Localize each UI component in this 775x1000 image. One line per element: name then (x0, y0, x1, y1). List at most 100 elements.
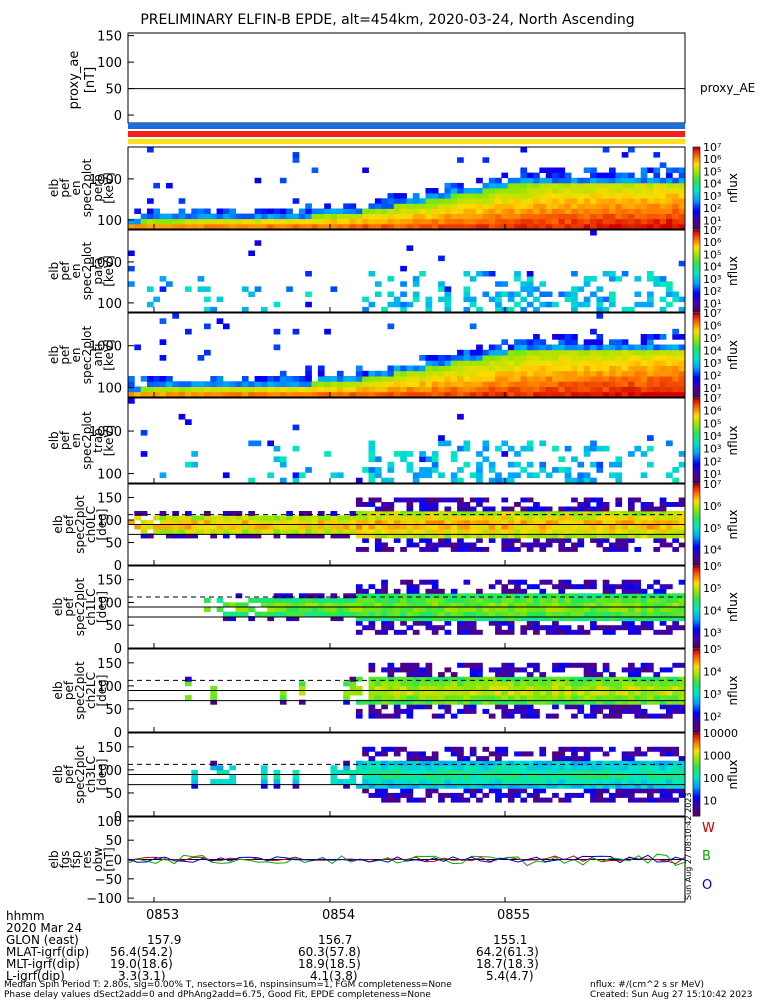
spectrogram-cell (431, 213, 439, 220)
spectrogram-cell (425, 547, 433, 552)
spectrogram-cell (520, 797, 528, 803)
spectrogram-cell (634, 193, 642, 199)
spectrogram-cell (438, 511, 445, 516)
spectrogram-cell (666, 625, 673, 631)
spectrogram-cell (444, 203, 452, 209)
spectrogram-cell (406, 760, 414, 766)
spectrogram-cell (476, 629, 483, 635)
spectrogram-cell (419, 515, 426, 521)
spectrogram-cell (362, 765, 369, 771)
spectrogram-cell (539, 597, 547, 603)
spectrogram-cell (653, 188, 661, 194)
spectrogram-cell (374, 629, 382, 635)
colorbar-frame (692, 146, 701, 230)
spectrogram-cell (488, 779, 496, 785)
spectrogram-cell (406, 792, 414, 798)
colorbar-label: nflux (726, 676, 740, 706)
spectrogram-cell (166, 524, 173, 530)
spectrogram-cell (507, 198, 515, 204)
footer-mlt-3: 18.7(18.3) (476, 957, 539, 971)
spectrogram-cell (653, 376, 661, 382)
spectrogram-cell (640, 301, 648, 308)
spectrogram-cell (431, 593, 439, 599)
spectrogram-cell (419, 529, 426, 534)
spectrogram-cell (476, 511, 483, 516)
spectrogram-cell (393, 193, 401, 199)
spectrogram-cell (514, 520, 521, 525)
spectrogram-cell (634, 588, 642, 594)
spectrogram-cell (678, 685, 686, 691)
colorbar-segment (693, 807, 700, 811)
spectrogram-cell (507, 344, 515, 351)
spectrogram-cell (400, 699, 407, 705)
spectrogram-cell (343, 223, 350, 230)
spectrogram-cell (438, 769, 445, 775)
spectrogram-cell (628, 376, 635, 382)
spectrogram-cell (343, 218, 350, 225)
colorbar-segment (693, 214, 700, 218)
spectrogram-cell (564, 218, 572, 225)
spectrogram-cell (431, 203, 439, 209)
spectrogram-cell (185, 386, 192, 393)
spectrogram-cell (590, 291, 597, 297)
spectrogram-cell (577, 607, 585, 612)
spectrogram-cell (425, 296, 433, 303)
spectrogram-cell (526, 625, 534, 631)
spectrogram-cell (444, 360, 452, 366)
spectrogram-cell (526, 391, 534, 398)
spectrogram-cell (647, 213, 654, 220)
colorbar-segment (693, 390, 700, 394)
spectrogram-cell (590, 223, 597, 230)
spectrogram-cell (412, 296, 420, 303)
spectrogram-cell (602, 349, 610, 356)
spectrogram-cell (438, 593, 445, 599)
spectrogram-cell (419, 502, 426, 507)
spectrogram-cell (324, 524, 331, 530)
spectrogram-cell (666, 708, 673, 714)
spectrogram-cell (419, 203, 426, 209)
spectrogram-cell (628, 533, 635, 539)
spectrogram-cell (634, 672, 642, 678)
spectrogram-cell (311, 167, 319, 173)
spectrogram-cell (634, 497, 642, 503)
spectrogram-cell (488, 538, 496, 543)
spectrogram-cell (514, 584, 521, 590)
spectrogram-cell (438, 597, 445, 603)
spectrogram-cell (621, 765, 629, 771)
spectrogram-cell (640, 529, 648, 534)
spectrogram-cell (476, 547, 483, 552)
spectrogram-cell (400, 667, 407, 673)
colorbar-segment (693, 762, 700, 765)
spectrogram-cell (482, 760, 490, 766)
spectrogram-cell (469, 296, 477, 303)
spectrogram-cell (362, 376, 369, 382)
spectrogram-cell (311, 529, 319, 534)
spectrogram-cell (444, 223, 452, 230)
spectrogram-cell (248, 477, 255, 484)
spectrogram-cell (507, 788, 515, 794)
spectrogram-cell (298, 690, 306, 696)
spectrogram-cell (666, 172, 673, 179)
spectrogram-cell (324, 597, 331, 603)
spectrogram-cell (672, 783, 679, 789)
spectrogram-cell (260, 381, 268, 387)
spectrogram-cell (229, 218, 236, 225)
spectrogram-cell (311, 391, 319, 398)
spectrogram-cell (368, 607, 376, 612)
spectrogram-cell (495, 386, 502, 393)
spectrogram-cell (634, 524, 642, 530)
spectrogram-cell (292, 774, 300, 780)
spectrogram-cell (381, 391, 388, 398)
spectrogram-cell (495, 533, 502, 539)
spectrogram-cell (640, 360, 648, 366)
spectrogram-cell (368, 616, 376, 622)
spectrogram-cell (514, 461, 521, 468)
colorbar-segment (693, 605, 700, 608)
spectrogram-cell (438, 472, 445, 479)
colorbar-segment (693, 149, 700, 152)
spectrogram-cell (634, 208, 642, 214)
spectrogram-cell (666, 291, 673, 297)
ylabel-pef_pa_ch1LC: ch1LC (84, 589, 98, 626)
pef_en_para-frame (127, 229, 686, 313)
spectrogram-cell (381, 620, 388, 626)
